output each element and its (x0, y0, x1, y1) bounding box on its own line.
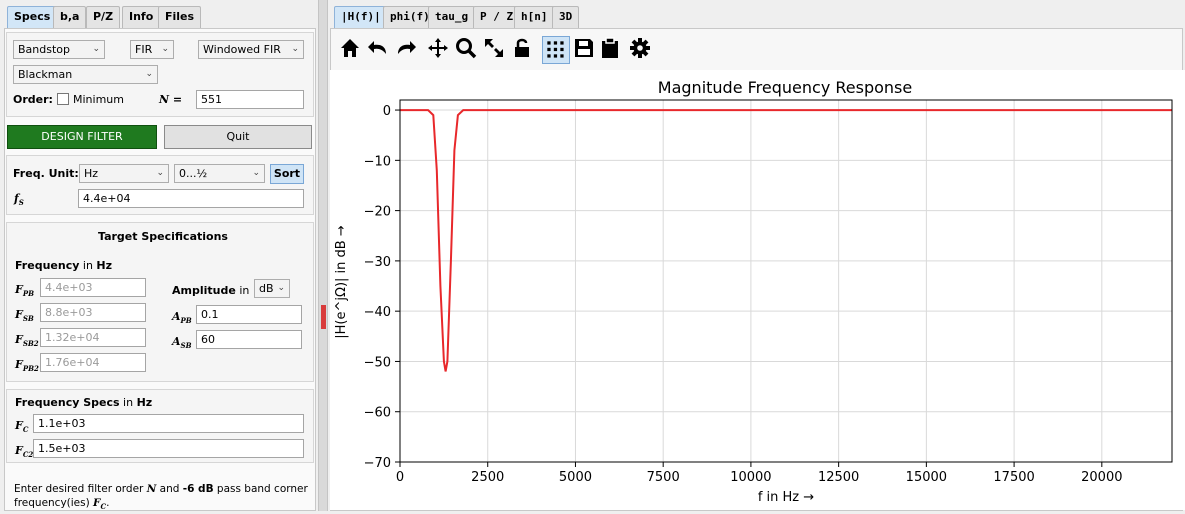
splitter-handle[interactable] (318, 0, 328, 511)
chevron-down-icon: ⌄ (291, 44, 299, 54)
y-tick-label: −20 (364, 205, 391, 220)
tab-phase[interactable]: phi(f) (383, 6, 437, 28)
y-axis-label: |H(e^jΩ)| in dB → (334, 225, 349, 339)
y-tick-label: 0 (383, 104, 391, 119)
chevron-down-icon: ⌄ (277, 283, 285, 293)
n-label: N = (159, 93, 183, 106)
tab-impulse[interactable]: h[n] (514, 6, 555, 28)
tab-pole-zero[interactable]: P / Z (473, 6, 521, 28)
y-tick-label: −50 (364, 355, 391, 370)
tab-files[interactable]: Files (158, 6, 202, 28)
amplitude-heading: Amplitude in (172, 284, 250, 297)
filter-class-select[interactable]: FIR ⌄ (130, 40, 174, 59)
fs-input[interactable]: 4.4e+04 (78, 189, 304, 208)
amplitude-unit-select[interactable]: dB ⌄ (254, 279, 290, 298)
window-select[interactable]: Blackman ⌄ (13, 65, 158, 84)
x-tick-label: 2500 (471, 470, 504, 485)
tab-magnitude[interactable]: |H(f)| (334, 6, 388, 28)
freq-unit-label: Freq. Unit: (13, 167, 79, 180)
order-n-input[interactable]: 551 (196, 90, 304, 109)
chevron-down-icon: ⌄ (252, 168, 260, 178)
magnitude-chart[interactable]: Magnitude Frequency Response 0 2500 5000 75… (330, 70, 1185, 510)
fpb-input: 4.4e+03 (40, 278, 146, 297)
fsb-label: FSB (15, 308, 34, 324)
pan-icon[interactable] (426, 36, 454, 64)
target-specs-title: Target Specifications (98, 230, 228, 243)
tab-3d[interactable]: 3D (552, 6, 580, 28)
fpb-label: FPB (15, 283, 34, 299)
asb-input[interactable]: 60 (196, 330, 302, 349)
chart-title: Magnitude Frequency Response (658, 78, 912, 97)
response-type-select[interactable]: Bandstop ⌄ (13, 40, 105, 59)
apb-input[interactable]: 0.1 (196, 305, 302, 324)
minimum-label: Minimum (73, 93, 124, 106)
minimum-checkbox[interactable] (57, 93, 69, 105)
grid-icon[interactable] (542, 36, 570, 64)
x-tick-label: 12500 (818, 470, 859, 485)
chevron-down-icon: ⌄ (145, 69, 153, 79)
save-icon[interactable] (572, 36, 600, 64)
design-filter-button[interactable]: DESIGN FILTER (7, 125, 157, 149)
zoom-full-icon[interactable] (482, 36, 510, 64)
y-tick-label: −40 (364, 305, 391, 320)
x-tick-label: 15000 (906, 470, 947, 485)
tab-ba[interactable]: b,a (53, 6, 87, 28)
undo-icon[interactable] (366, 36, 394, 64)
lock-icon[interactable] (510, 36, 538, 64)
fc-input[interactable]: 1.1e+03 (33, 414, 304, 433)
fc2-label: FC2 (15, 444, 34, 460)
x-axis-label: f in Hz → (758, 490, 814, 505)
freq-specs-heading: Frequency Specs in Hz (15, 396, 153, 409)
tab-pz[interactable]: P/Z (86, 6, 121, 28)
redo-icon[interactable] (394, 36, 422, 64)
fsb-input: 8.8e+03 (40, 303, 146, 322)
freq-range-select[interactable]: 0...½ ⌄ (174, 164, 265, 183)
chevron-down-icon: ⌄ (92, 44, 100, 54)
y-tick-label: −60 (364, 406, 391, 421)
home-icon[interactable] (338, 36, 366, 64)
fpb2-input: 1.76e+04 (40, 353, 146, 372)
chevron-down-icon: ⌄ (161, 44, 169, 54)
tab-group-delay[interactable]: tau_g (428, 6, 476, 28)
y-tick-label: −10 (364, 154, 391, 169)
fsb2-input: 1.32e+04 (40, 328, 146, 347)
freq-unit-select[interactable]: Hz ⌄ (79, 164, 169, 183)
tab-specs[interactable]: Specs (7, 6, 58, 28)
y-tick-label: −70 (364, 456, 391, 471)
zoom-icon[interactable] (454, 36, 482, 64)
x-tick-label: 20000 (1081, 470, 1122, 485)
clipboard-icon[interactable] (598, 36, 626, 64)
apb-label: APB (172, 310, 192, 326)
fs-label: fS (14, 192, 24, 208)
sort-button[interactable]: Sort (270, 164, 304, 184)
order-label: Order: (13, 93, 53, 106)
design-method-select[interactable]: Windowed FIR ⌄ (198, 40, 304, 59)
fc2-input[interactable]: 1.5e+03 (33, 439, 304, 458)
magnitude-curve (400, 109, 1172, 372)
fsb2-label: FSB2 (15, 333, 39, 349)
tab-info[interactable]: Info (122, 6, 161, 28)
x-tick-label: 17500 (993, 470, 1034, 485)
y-tick-label: −30 (364, 255, 391, 270)
chevron-down-icon: ⌄ (156, 168, 164, 178)
quit-button[interactable]: Quit (164, 125, 312, 149)
asb-label: ASB (172, 335, 192, 351)
fc-label: FC (15, 419, 29, 435)
x-tick-label: 0 (396, 470, 404, 485)
x-tick-label: 5000 (559, 470, 592, 485)
x-tick-label: 10000 (730, 470, 771, 485)
settings-icon[interactable] (628, 36, 656, 64)
x-tick-label: 7500 (647, 470, 680, 485)
info-text: Enter desired filter order N and -6 dB p… (14, 483, 308, 512)
frequency-heading: Frequency in Hz (15, 259, 113, 272)
fpb2-label: FPB2 (15, 358, 39, 374)
